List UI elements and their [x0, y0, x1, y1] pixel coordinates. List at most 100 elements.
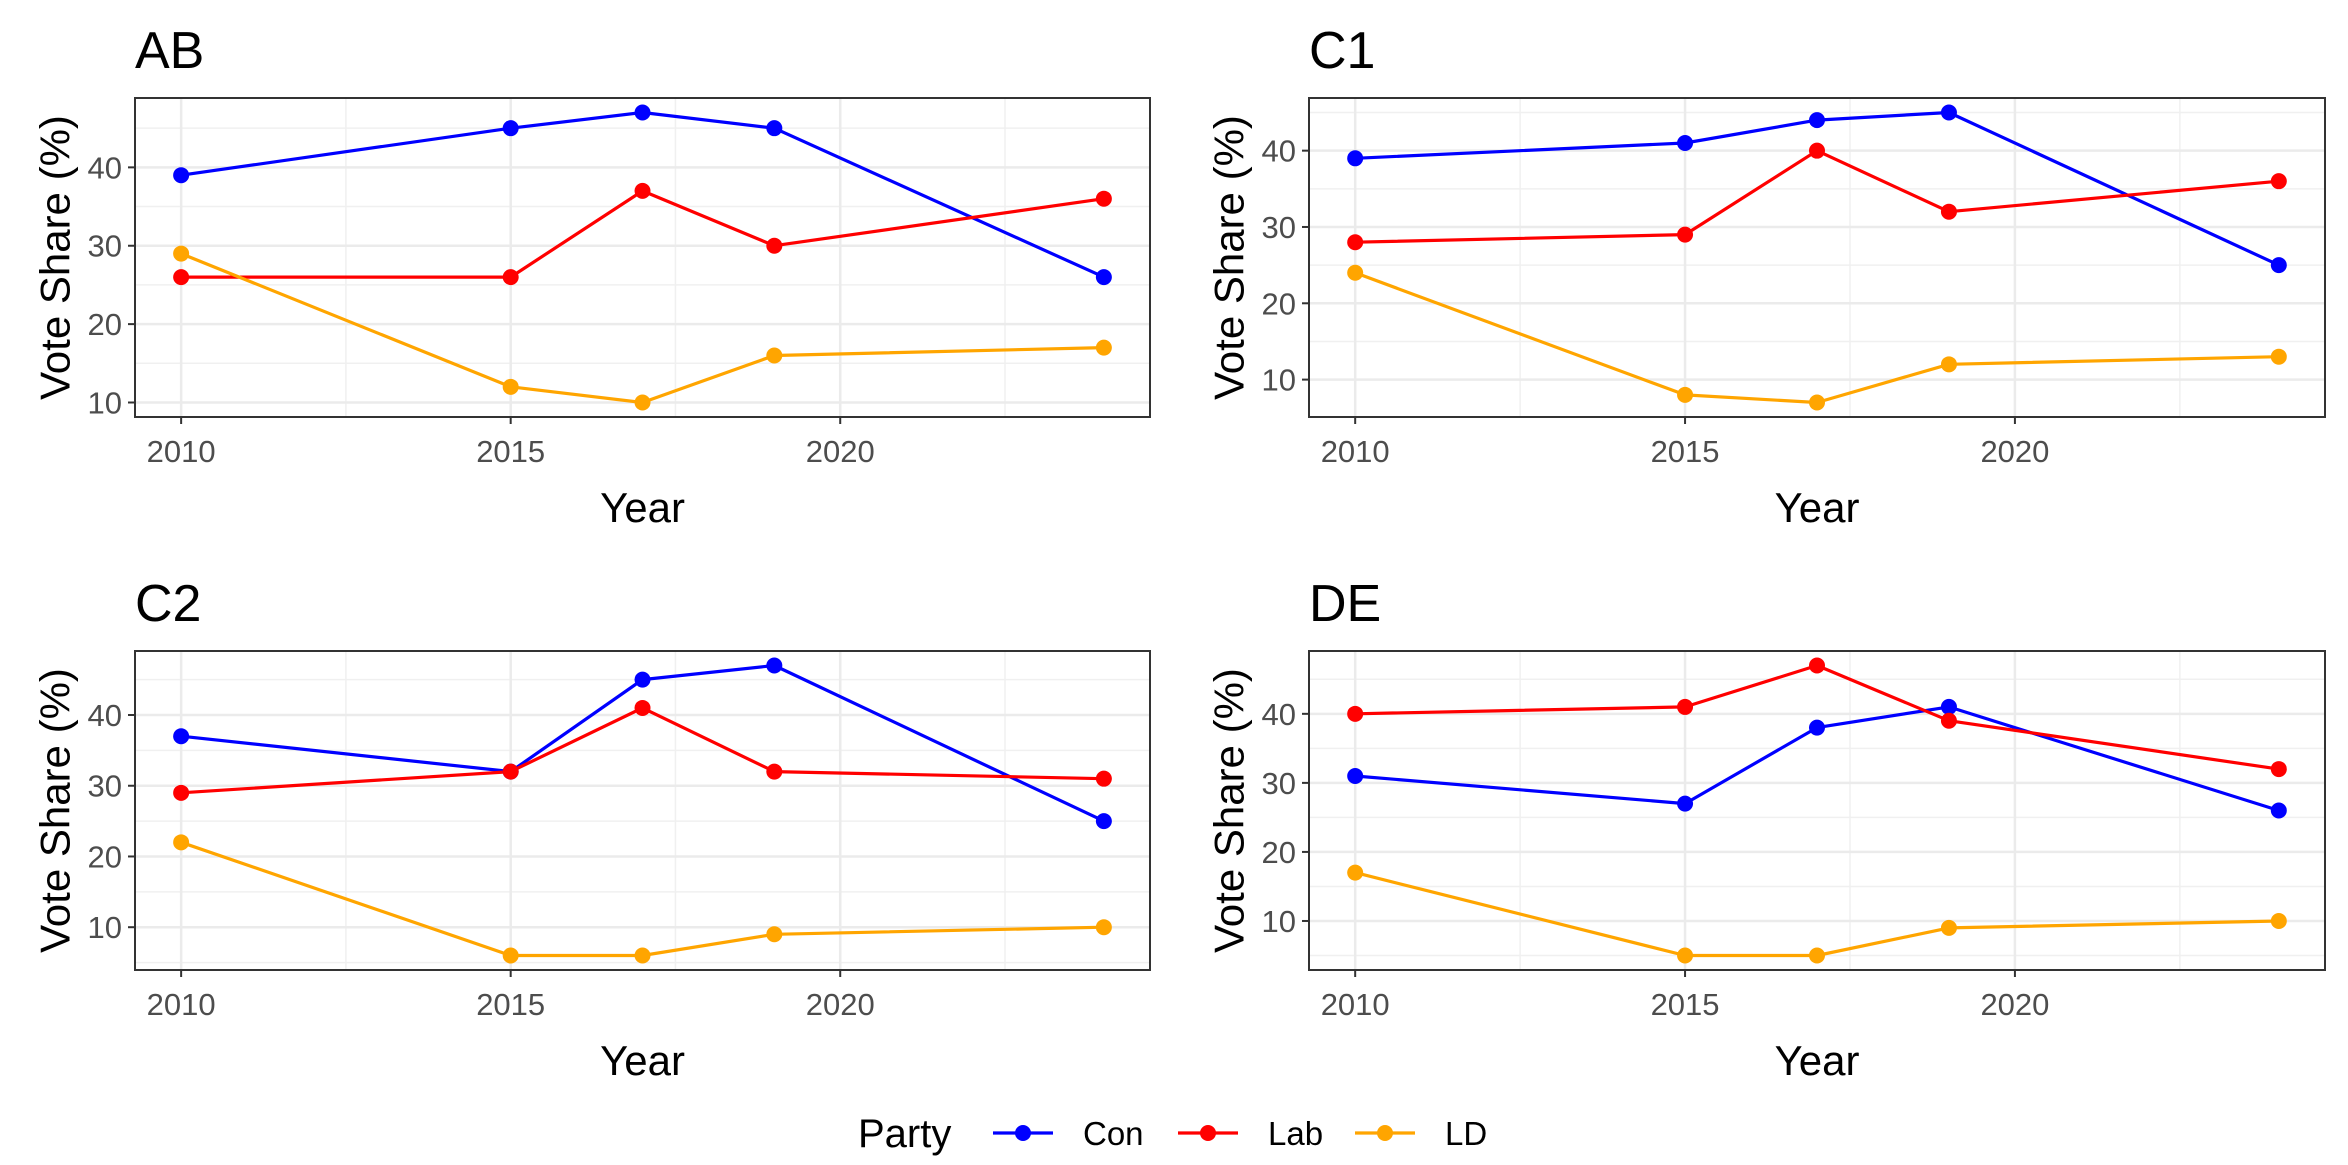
data-point-ld [1940, 919, 1957, 936]
data-point-lab [1809, 142, 1825, 159]
data-point-ld [1347, 264, 1364, 281]
y-tick-label: 40 [1262, 697, 1296, 732]
data-point-ld [2270, 912, 2287, 929]
data-point-con [2270, 257, 2287, 274]
x-tick-label: 2020 [806, 434, 875, 469]
legend-title: Party [858, 1112, 951, 1156]
data-point-con [634, 671, 651, 688]
y-axis-title: Vote Share (%) [32, 115, 79, 400]
legend: Party Con Lab LD [858, 1112, 1487, 1156]
panel-c1: 10 20 30 40 2010 2015 2020 C1 Year Vote Share (%) [1206, 22, 2326, 531]
data-point-lab [766, 763, 783, 780]
data-point-con [173, 167, 190, 184]
data-point-lab [1677, 698, 1694, 715]
data-point-lab [173, 269, 190, 286]
data-point-ld [1809, 947, 1825, 964]
y-tick-label: 10 [1262, 363, 1296, 398]
data-point-lab [634, 699, 651, 716]
data-point-con [1095, 269, 1112, 286]
data-point-con [1940, 104, 1957, 121]
plot-background [135, 651, 1150, 970]
data-point-ld [1095, 919, 1112, 936]
y-axis-title: Vote Share (%) [1206, 115, 1253, 400]
y-tick-label: 30 [1262, 766, 1296, 801]
data-point-lab [1940, 712, 1957, 729]
panel-border [134, 97, 1151, 418]
y-tick-label: 20 [1262, 835, 1296, 870]
x-tick-label: 2010 [147, 987, 216, 1022]
data-point-ld [2270, 348, 2287, 365]
data-point-con [1347, 767, 1364, 784]
legend-key-point [1200, 1125, 1216, 1141]
x-tick-label: 2015 [1651, 987, 1720, 1022]
plot-background [135, 98, 1150, 417]
legend-item-con: Con [993, 1115, 1144, 1152]
data-point-lab [1677, 226, 1694, 243]
y-tick-label: 20 [88, 839, 122, 874]
data-point-lab [1347, 234, 1364, 251]
x-tick-label: 2010 [147, 434, 216, 469]
data-point-lab [2270, 761, 2287, 778]
x-tick-label: 2015 [476, 434, 545, 469]
data-point-con [1809, 719, 1825, 736]
panel-title: C1 [1309, 22, 1375, 80]
legend-label: LD [1445, 1115, 1487, 1152]
data-point-ld [634, 947, 651, 964]
data-point-con [502, 120, 519, 137]
data-point-lab [634, 182, 651, 199]
data-point-ld [502, 378, 519, 395]
x-axis-title: Year [600, 484, 685, 531]
data-point-lab [173, 784, 190, 801]
y-tick-label: 10 [88, 910, 122, 945]
x-axis-title: Year [1775, 1037, 1860, 1084]
y-tick-label: 30 [88, 229, 122, 264]
data-point-lab [766, 237, 783, 254]
data-point-ld [173, 245, 190, 262]
data-point-ld [634, 394, 651, 411]
data-point-con [1677, 795, 1694, 812]
legend-item-lab: Lab [1178, 1115, 1323, 1152]
data-point-ld [1940, 356, 1957, 373]
y-tick-label: 20 [1262, 286, 1296, 321]
panel-de: 10 20 30 40 2010 2015 2020 DE Year Vote Share (%) [1206, 575, 2326, 1084]
data-point-con [1677, 135, 1694, 152]
data-point-con [2270, 802, 2287, 819]
x-tick-label: 2020 [806, 987, 875, 1022]
data-point-con [1347, 150, 1364, 167]
data-point-con [1095, 813, 1112, 830]
data-point-lab [1095, 770, 1112, 787]
data-point-con [1940, 698, 1957, 715]
x-tick-label: 2015 [1651, 434, 1720, 469]
x-tick-label: 2015 [476, 987, 545, 1022]
data-point-ld [1677, 386, 1694, 403]
data-point-ld [1095, 339, 1112, 356]
data-point-con [766, 120, 783, 137]
data-point-con [1809, 112, 1825, 129]
panel-border [134, 650, 1151, 971]
data-point-ld [502, 947, 519, 964]
y-tick-label: 10 [1262, 904, 1296, 939]
panel-c2: 10 20 30 40 2010 2015 2020 C2 Year Vote Share (%) [32, 575, 1151, 1084]
data-point-con [766, 657, 783, 674]
data-point-ld [1809, 394, 1825, 411]
data-point-ld [173, 834, 190, 851]
data-point-lab [1809, 657, 1825, 674]
y-tick-label: 20 [88, 307, 122, 342]
panel-title: DE [1309, 575, 1381, 633]
data-point-lab [1347, 705, 1364, 722]
data-point-lab [2270, 173, 2287, 190]
legend-label: Con [1083, 1115, 1144, 1152]
x-axis-title: Year [600, 1037, 685, 1084]
data-point-ld [1347, 864, 1364, 881]
panel-title: C2 [135, 575, 201, 633]
data-point-lab [502, 763, 519, 780]
y-tick-label: 40 [88, 698, 122, 733]
y-tick-label: 40 [1262, 134, 1296, 169]
x-tick-label: 2010 [1321, 434, 1390, 469]
x-tick-label: 2010 [1321, 987, 1390, 1022]
panel-ab: 10 20 30 40 2010 2015 2020 AB Year Vote Share (%) [32, 22, 1151, 531]
data-point-con [634, 104, 651, 121]
data-point-lab [1095, 190, 1112, 207]
